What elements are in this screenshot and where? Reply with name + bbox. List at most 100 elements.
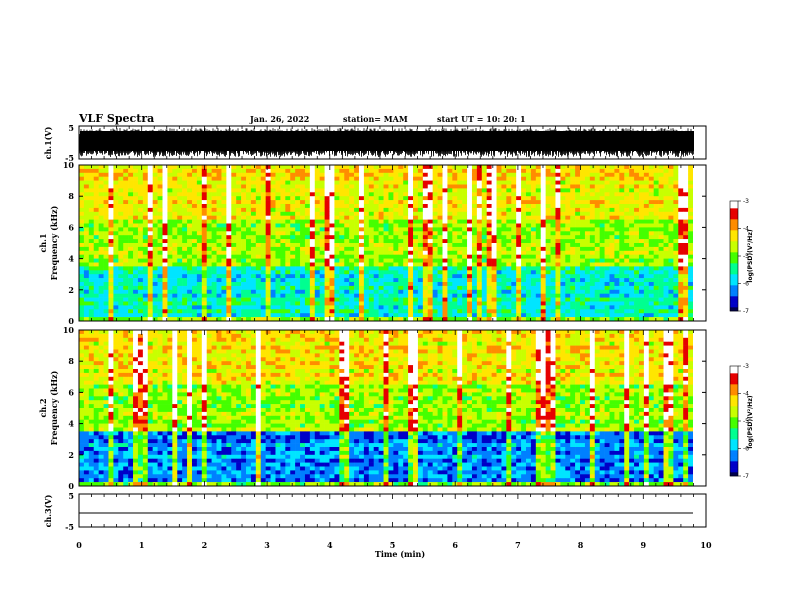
spectrogram-cell: [658, 243, 664, 248]
spectrogram-cell: [123, 266, 129, 271]
spectrogram-cell: [604, 188, 610, 193]
spectrogram-cell: [629, 235, 635, 240]
spectrogram-cell: [506, 188, 512, 193]
spectrogram-cell: [408, 274, 414, 279]
spectrogram-cell: [265, 278, 271, 283]
spectrogram-cell: [334, 176, 340, 181]
spectrogram-cell: [339, 180, 345, 185]
spectrogram-cell: [535, 219, 542, 224]
spectrogram-cell: [226, 235, 232, 240]
spectrogram-cell: [270, 204, 276, 209]
spectrogram-cell: [378, 282, 384, 287]
spectrogram-cell: [604, 215, 610, 220]
spectrogram-cell: [609, 266, 615, 271]
spectrogram-cell: [191, 266, 198, 271]
spectrogram-cell: [182, 297, 188, 302]
spectrogram-cell: [142, 165, 149, 170]
spectrogram-cell: [530, 165, 537, 170]
spectrogram-cell: [191, 227, 198, 232]
spectrogram-cell: [383, 192, 389, 197]
spectrogram-cell: [216, 289, 222, 294]
spectrogram-cell: [128, 246, 134, 252]
spectrogram-cell: [147, 270, 153, 275]
spectrogram-cell: [383, 211, 389, 216]
spectrogram-cell: [501, 293, 507, 298]
spectrogram-cell: [452, 207, 458, 213]
spectrogram-cell: [354, 204, 360, 209]
spectrogram-cell: [83, 239, 90, 244]
spectrogram-cell: [668, 188, 674, 193]
spectrogram-cell: [580, 317, 586, 322]
spectrogram-cell: [535, 196, 542, 201]
spectrogram-cell: [118, 317, 124, 322]
spectrogram-cell: [319, 250, 325, 255]
spectrogram-cell: [658, 168, 664, 174]
spectrogram-cell: [638, 282, 645, 287]
spectrogram-cell: [354, 266, 360, 271]
spectrogram-cell: [290, 207, 296, 213]
spectrogram-cell: [167, 192, 173, 197]
spectrogram-cell: [545, 231, 551, 236]
spectrogram-cell: [368, 282, 375, 287]
spectrogram-cell: [334, 215, 340, 220]
spectrogram-cell: [373, 215, 379, 220]
spectrogram-cell: [599, 285, 605, 291]
spectrogram-cell: [663, 262, 669, 267]
spectrogram-cell: [417, 223, 424, 228]
spectrogram-cell: [314, 301, 320, 306]
spectrogram-cell: [241, 204, 247, 209]
spectrogram-cell: [525, 301, 532, 306]
spectrogram-cell: [417, 192, 424, 197]
spectrogram-cell: [408, 200, 414, 205]
spectrogram-cell: [432, 317, 438, 322]
spectrogram-cell: [570, 168, 576, 174]
spectrogram-cell: [368, 184, 375, 189]
spectrogram-cell: [142, 270, 149, 275]
spectrogram-cell: [560, 211, 566, 216]
spectrogram-cell: [241, 309, 247, 314]
spectrogram-cell: [491, 243, 497, 248]
spectrogram-cell: [236, 223, 242, 228]
spectrogram-cell: [432, 313, 438, 318]
spectrogram-cell: [83, 282, 90, 287]
spectrogram-cell: [314, 266, 320, 271]
spectrogram-cell: [594, 243, 600, 248]
spectrogram-cell: [486, 301, 492, 306]
spectrogram-cell: [624, 301, 630, 306]
spectrogram-cell: [393, 223, 399, 228]
spectrogram-cell: [226, 200, 232, 205]
spectrogram-cell: [221, 188, 227, 193]
spectrogram-cell: [363, 282, 370, 287]
spectrogram-cell: [304, 188, 311, 193]
spectrogram-cell: [486, 172, 492, 177]
spectrogram-cell: [167, 246, 173, 252]
spectrogram-cell: [162, 289, 168, 294]
spectrogram-cell: [201, 258, 208, 263]
spectrogram-cell: [142, 239, 149, 244]
spectrogram-cell: [309, 289, 316, 294]
spectrogram-cell: [398, 231, 404, 236]
spectrogram-cell: [575, 204, 581, 209]
spectrogram-cell: [422, 297, 429, 302]
spectrogram-cell: [172, 196, 178, 201]
spectrogram-cell: [324, 204, 330, 209]
spectrogram-cell: [511, 219, 517, 224]
spectrogram-cell: [162, 176, 168, 181]
spectrogram-cell: [383, 313, 389, 318]
spectrogram-cell: [417, 282, 424, 287]
spectrogram-cell: [663, 200, 669, 205]
spectrogram-cell: [280, 165, 286, 170]
spectrogram-cell: [113, 289, 119, 294]
spectrogram-cell: [393, 293, 399, 298]
spectrogram-cell: [550, 219, 556, 224]
spectrogram-cell: [408, 223, 414, 228]
spectrogram-cell: [525, 196, 532, 201]
spectrogram-cell: [304, 215, 311, 220]
spectrogram-cell: [570, 289, 576, 294]
spectrogram-cell: [137, 223, 144, 228]
spectrogram-cell: [123, 200, 129, 205]
spectrogram-cell: [540, 207, 546, 213]
spectrogram-cell: [157, 262, 163, 267]
spectrogram-cell: [673, 254, 679, 259]
spectrogram-cell: [98, 192, 104, 197]
